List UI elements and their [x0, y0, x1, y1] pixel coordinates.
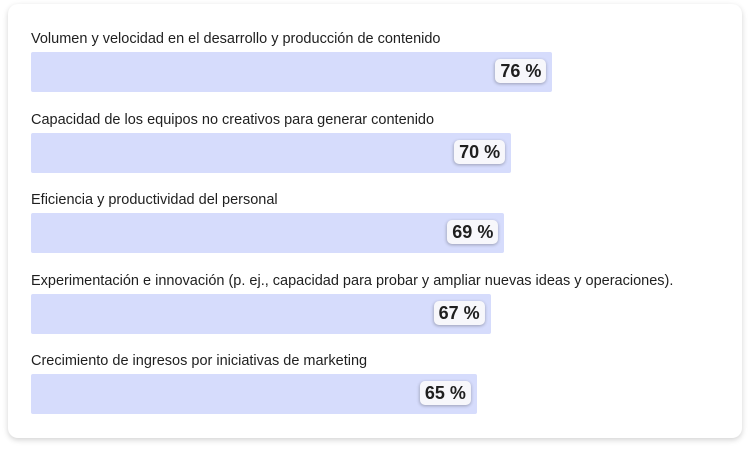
chart-card: Volumen y velocidad en el desarrollo y p… — [8, 4, 742, 438]
category-label: Crecimiento de ingresos por iniciativas … — [31, 353, 368, 369]
bar — [31, 132, 512, 173]
bar-track: 69 % — [31, 213, 717, 253]
category-label: Volumen y velocidad en el desarrollo y p… — [31, 31, 441, 47]
category-label: Experimentación e innovación (p. ej., ca… — [31, 272, 674, 289]
bar — [31, 374, 477, 414]
value-label: 69 % — [447, 220, 499, 244]
bar-track: 70 % — [31, 132, 717, 173]
bar-track: 65 % — [31, 374, 717, 414]
bar — [31, 213, 505, 253]
category-label: Eficiencia y productividad del personal — [31, 192, 278, 208]
bar-track: 67 % — [31, 293, 717, 334]
bar — [31, 52, 553, 92]
value-label: 70 % — [454, 139, 506, 164]
value-label: 65 % — [419, 381, 471, 405]
value-label: 67 % — [433, 300, 485, 325]
bar-track: 76 % — [31, 52, 717, 92]
category-label: Capacidad de los equipos no creativos pa… — [31, 111, 435, 128]
value-label: 76 % — [495, 59, 547, 83]
bar — [31, 293, 491, 334]
